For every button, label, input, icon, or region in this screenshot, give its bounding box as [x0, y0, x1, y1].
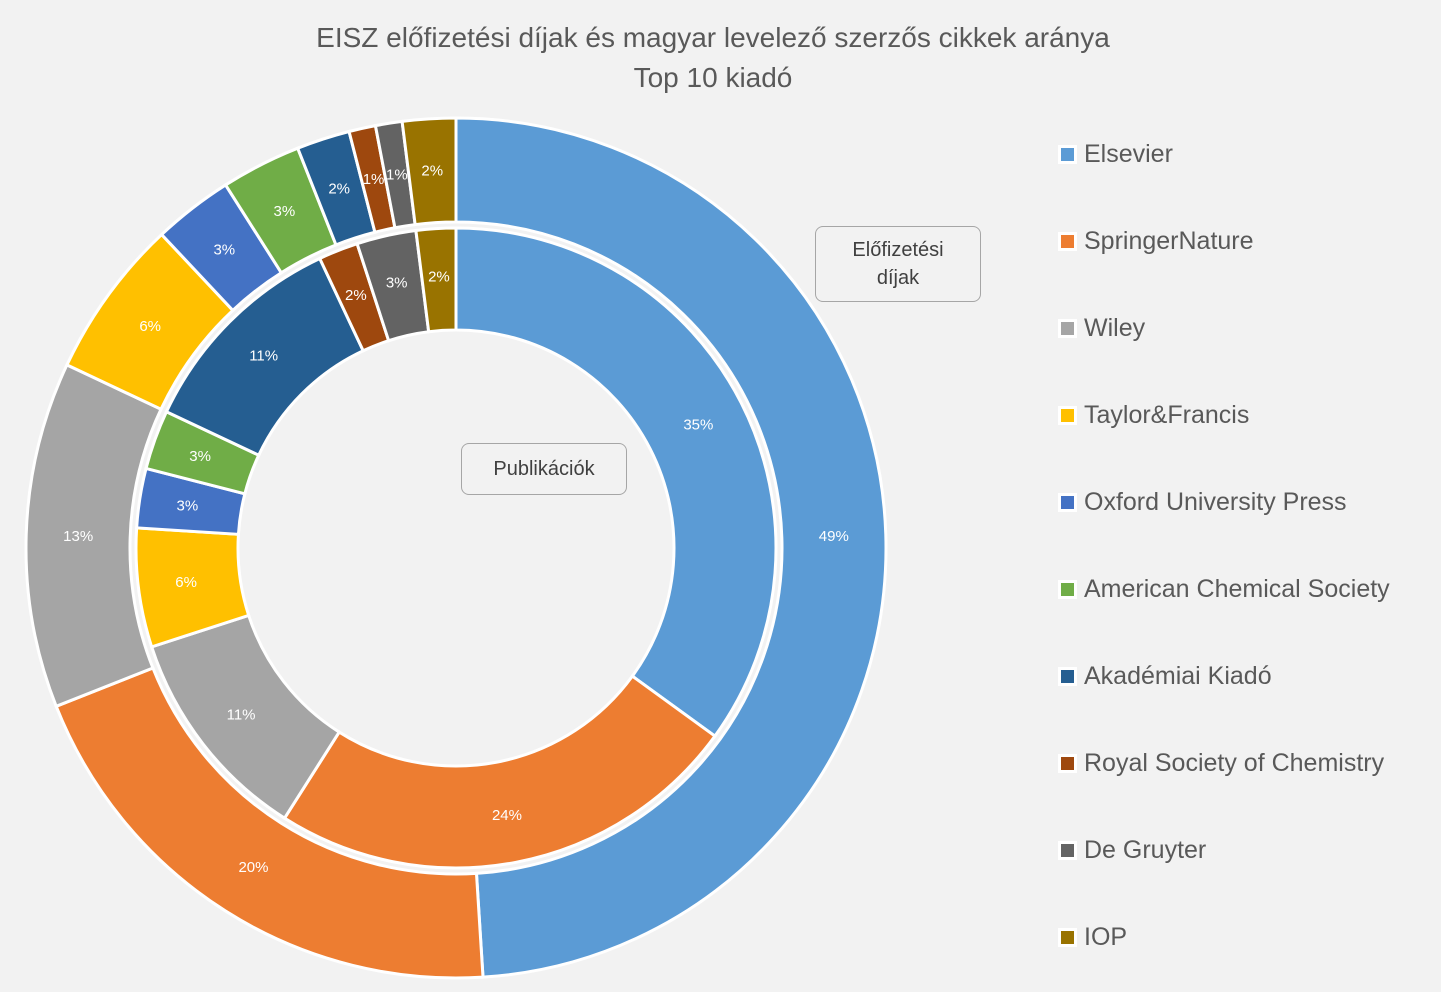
legend-swatch-icon	[1058, 492, 1077, 512]
inner-ring-data-label: 2%	[428, 269, 450, 286]
outer-ring-slice-elsevier	[454, 116, 888, 979]
outer-ring-data-label: 2%	[328, 181, 350, 198]
legend-swatch-icon	[1058, 666, 1077, 686]
outer-ring-data-label: 1%	[386, 167, 408, 184]
chart-title-line1: EISZ előfizetési díjak és magyar levelez…	[316, 22, 1110, 53]
legend-item-rsc: Royal Society of Chemistry	[1058, 743, 1384, 783]
legend-swatch-icon	[1058, 405, 1077, 425]
legend-swatch-icon	[1058, 840, 1077, 860]
legend-item-de-gruyter: De Gruyter	[1058, 830, 1206, 870]
legend-swatch-icon	[1058, 144, 1077, 164]
outer-ring-slice-iop	[400, 116, 458, 227]
legend-item-akademiai: Akadémiai Kiadó	[1058, 656, 1272, 696]
legend-item-elsevier: Elsevier	[1058, 134, 1173, 174]
outer-ring-data-label: 13%	[63, 528, 93, 545]
outer-ring-data-label: 49%	[819, 528, 849, 545]
chart-title: EISZ előfizetési díjak és magyar levelez…	[0, 18, 1426, 98]
inner-ring-data-label: 3%	[177, 497, 199, 514]
legend-item-iop: IOP	[1058, 917, 1127, 957]
inner-ring-slice-springernature	[282, 674, 717, 870]
outer-ring-data-label: 3%	[274, 203, 296, 220]
callout-inner-label: Publikációk	[493, 458, 595, 480]
legend-item-wiley: Wiley	[1058, 308, 1145, 348]
legend-item-oup: Oxford University Press	[1058, 482, 1347, 522]
legend-swatch-icon	[1058, 231, 1077, 251]
outer-ring-data-label: 6%	[139, 318, 161, 335]
inner-ring-data-label: 35%	[683, 417, 713, 434]
outer-ring-data-label: 20%	[238, 859, 268, 876]
inner-ring-data-label: 3%	[386, 275, 408, 292]
callout-outer-ring: Előfizetési díjak	[815, 226, 981, 302]
inner-ring-slice-elsevier	[454, 226, 778, 739]
legend-swatch-icon	[1058, 753, 1077, 773]
inner-ring-data-label: 11%	[249, 348, 278, 365]
outer-ring-data-label: 1%	[363, 171, 385, 188]
legend-swatch-icon	[1058, 318, 1077, 338]
legend-item-springernature: SpringerNature	[1058, 221, 1254, 261]
legend-item-taylor-francis: Taylor&Francis	[1058, 395, 1249, 435]
inner-ring-data-label: 2%	[345, 287, 367, 304]
inner-ring-data-label: 3%	[189, 448, 211, 465]
outer-ring-data-label: 2%	[421, 163, 443, 180]
chart-title-line2: Top 10 kiadó	[633, 62, 793, 93]
legend-item-acs: American Chemical Society	[1058, 569, 1390, 609]
outer-ring-data-label: 3%	[213, 241, 235, 258]
inner-ring-slice-iop	[414, 226, 458, 334]
inner-ring-data-label: 6%	[175, 574, 197, 591]
inner-ring-data-label: 24%	[492, 807, 522, 824]
inner-ring-data-label: 11%	[227, 707, 256, 724]
callout-outer-label: Előfizetési díjak	[852, 239, 944, 289]
legend-swatch-icon	[1058, 927, 1077, 947]
callout-inner-ring: Publikációk	[461, 443, 627, 495]
legend-swatch-icon	[1058, 579, 1077, 599]
